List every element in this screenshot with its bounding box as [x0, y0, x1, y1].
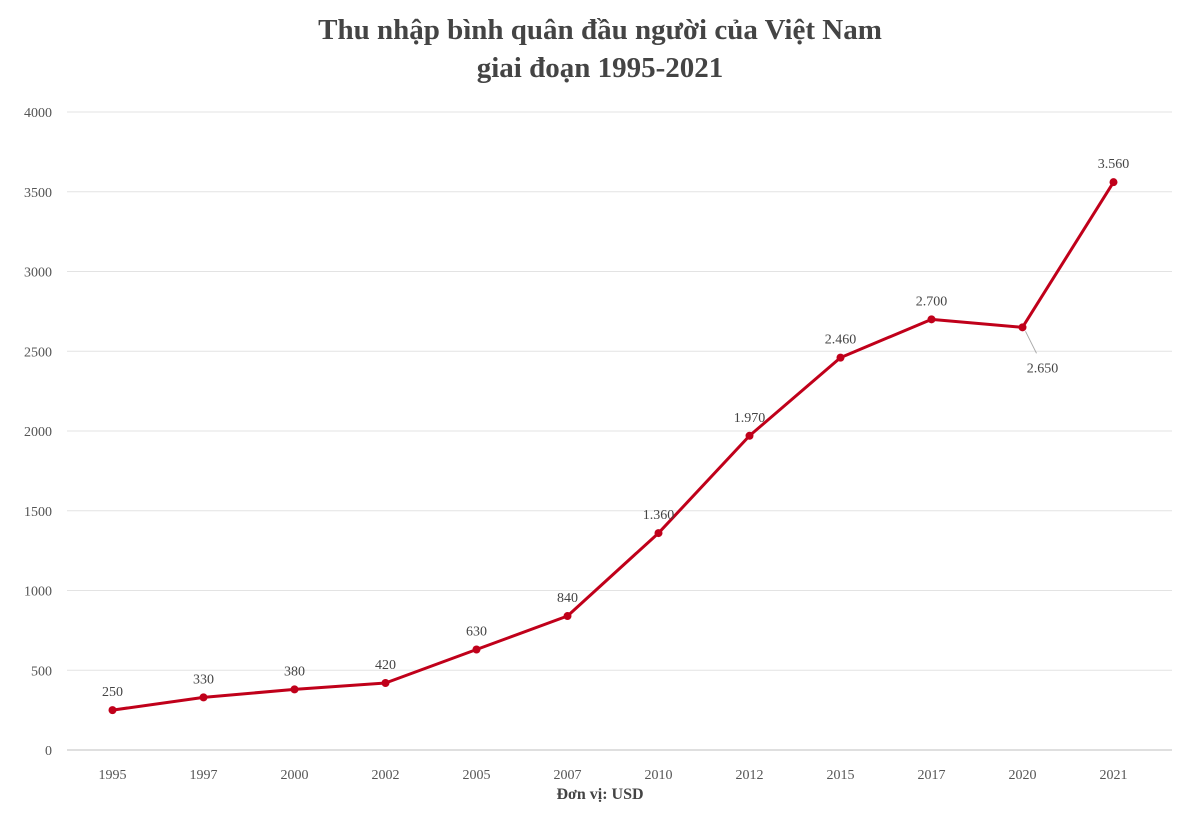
chart-title: Thu nhập bình quân đầu người của Việt Na…: [318, 14, 882, 46]
x-tick-label: 2015: [827, 768, 855, 783]
data-label: 630: [466, 625, 487, 640]
data-label: 420: [375, 658, 396, 673]
data-label-leader: [1025, 331, 1037, 354]
data-label: 330: [193, 672, 214, 687]
data-label: 840: [557, 591, 578, 606]
y-tick-label: 500: [31, 664, 52, 679]
x-tick-label: 2000: [281, 768, 309, 783]
data-point: [654, 529, 663, 538]
data-point: [745, 431, 754, 440]
y-tick-label: 3000: [24, 266, 52, 281]
series-line: [112, 181, 1115, 712]
x-tick-label: 2002: [372, 768, 400, 783]
y-tick-label: 0: [45, 744, 52, 759]
x-tick-label: 2007: [554, 768, 582, 783]
data-label: 2.650: [1027, 361, 1059, 376]
data-label: 380: [284, 664, 305, 679]
chart-subtitle: giai đoạn 1995-2021: [476, 52, 724, 84]
data-point: [563, 612, 572, 621]
data-label: 2.700: [916, 294, 948, 309]
y-tick-label: 1000: [24, 585, 52, 600]
data-point: [1018, 323, 1027, 332]
x-tick-label: 1997: [190, 768, 218, 783]
data-label: 1.360: [643, 508, 675, 523]
data-point: [836, 353, 845, 362]
data-label: 3.560: [1098, 157, 1130, 172]
data-point: [927, 315, 936, 324]
data-point: [199, 693, 208, 702]
data-point: [108, 706, 117, 715]
y-tick-label: 1500: [24, 505, 52, 520]
data-point: [290, 685, 299, 694]
y-tick-label: 3500: [24, 186, 52, 201]
x-tick-label: 1995: [99, 768, 127, 783]
data-label: 250: [102, 685, 123, 700]
x-tick-label: 2021: [1100, 768, 1128, 783]
data-point: [381, 679, 390, 688]
y-tick-label: 4000: [24, 106, 52, 121]
data-label: 2.460: [825, 333, 857, 348]
y-tick-label: 2000: [24, 425, 52, 440]
x-tick-label: 2017: [918, 768, 946, 783]
x-tick-label: 2010: [645, 768, 673, 783]
x-tick-label: 2012: [736, 768, 764, 783]
x-tick-label: 2005: [463, 768, 491, 783]
data-point: [1109, 178, 1118, 187]
data-label: 1.970: [734, 411, 766, 426]
x-tick-label: 2020: [1009, 768, 1037, 783]
y-tick-label: 2500: [24, 345, 52, 360]
x-axis-label: Đơn vị: USD: [556, 786, 644, 803]
data-point: [472, 645, 481, 654]
